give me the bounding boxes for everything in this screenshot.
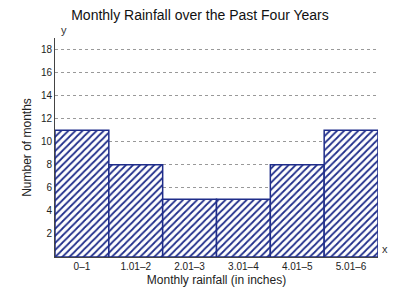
svg-text:12: 12: [41, 113, 53, 124]
svg-text:y: y: [61, 24, 67, 36]
svg-text:0–1: 0–1: [74, 261, 91, 272]
svg-text:3.01–4: 3.01–4: [228, 261, 259, 272]
svg-text:14: 14: [41, 90, 53, 101]
svg-text:10: 10: [41, 136, 53, 147]
svg-text:18: 18: [41, 44, 53, 55]
svg-text:2: 2: [46, 228, 52, 239]
svg-text:Monthly rainfall (in inches): Monthly rainfall (in inches): [147, 273, 286, 287]
svg-text:1.01–2: 1.01–2: [120, 261, 151, 272]
svg-text:x: x: [382, 243, 388, 255]
svg-text:4.01–5: 4.01–5: [282, 261, 313, 272]
svg-text:5.01–6: 5.01–6: [336, 261, 367, 272]
svg-text:Number of months: Number of months: [20, 98, 34, 197]
svg-text:2.01–3: 2.01–3: [174, 261, 205, 272]
svg-text:8: 8: [46, 159, 52, 170]
svg-text:16: 16: [41, 67, 53, 78]
svg-text:Monthly Rainfall over the Past: Monthly Rainfall over the Past Four Year…: [71, 7, 329, 23]
svg-text:4: 4: [46, 205, 52, 216]
svg-text:6: 6: [46, 182, 52, 193]
